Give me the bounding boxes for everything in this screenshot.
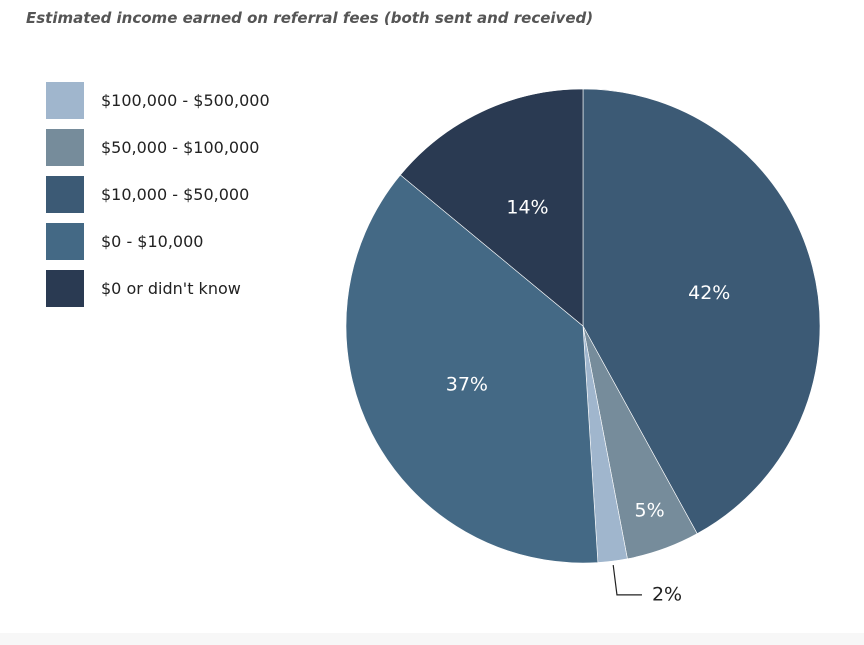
legend-label: $10,000 - $50,000 xyxy=(101,185,250,204)
pie-slice xyxy=(345,174,599,564)
legend-swatch xyxy=(46,270,84,307)
bottom-strip xyxy=(0,633,864,645)
legend-label: $0 or didn't know xyxy=(101,279,241,298)
data-label: 42% xyxy=(688,282,730,304)
pie-slice xyxy=(399,88,584,327)
data-label: 2% xyxy=(652,583,682,605)
chart-title: Estimated income earned on referral fees… xyxy=(26,9,594,27)
data-label: 14% xyxy=(506,197,548,219)
callout-line xyxy=(612,565,642,596)
data-label: 5% xyxy=(635,500,665,522)
legend-label: $0 - $10,000 xyxy=(101,232,204,251)
pie-slice xyxy=(582,88,821,535)
legend-swatch xyxy=(46,223,84,260)
legend-swatch xyxy=(46,176,84,213)
legend-label: $100,000 - $500,000 xyxy=(101,91,270,110)
data-label: 37% xyxy=(446,374,488,396)
legend-swatch xyxy=(46,82,84,119)
legend-label: $50,000 - $100,000 xyxy=(101,138,260,157)
legend-swatch xyxy=(46,129,84,166)
